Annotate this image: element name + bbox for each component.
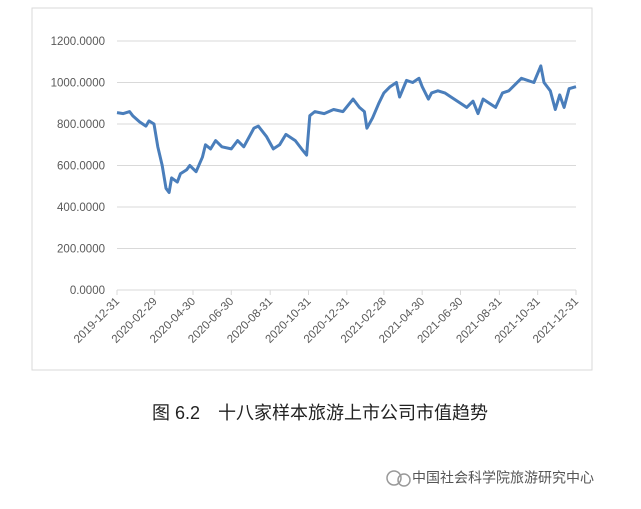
y-tick-label: 1000.0000 (51, 78, 105, 90)
y-tick-label: 800.0000 (57, 119, 105, 131)
y-tick-label: 200.0000 (57, 244, 105, 256)
watermark: 中国社会科学院旅游研究中心 (412, 470, 594, 486)
caption: 图 6.2 十八家样本旅游上市公司市值趋势 (152, 403, 488, 423)
y-tick-label: 600.0000 (57, 161, 105, 173)
y-tick-label: 400.0000 (57, 202, 105, 214)
watermark-icon (386, 470, 411, 487)
y-tick-label: 0.0000 (70, 285, 105, 297)
y-tick-label: 1200.0000 (51, 36, 105, 48)
chart-frame (31, 7, 593, 371)
data-line (116, 64, 577, 194)
